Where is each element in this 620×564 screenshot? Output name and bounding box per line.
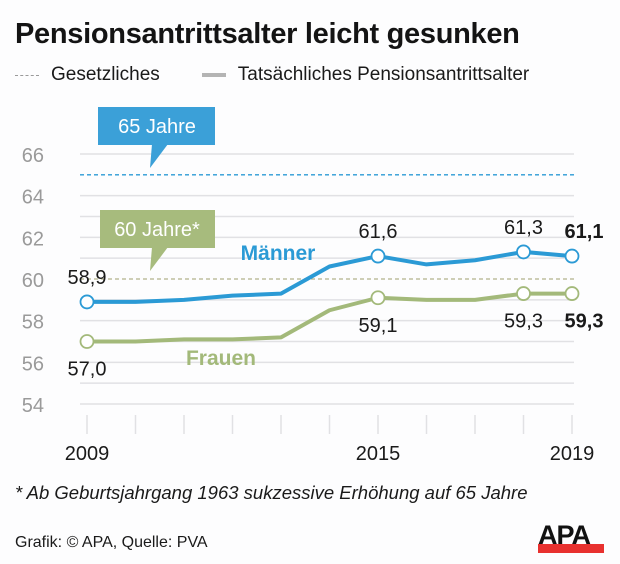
- apa-logo-bar: [538, 544, 604, 553]
- legend: Gesetzliches Tatsächliches Pensionsantri…: [15, 64, 529, 86]
- data-label: 61,3: [504, 217, 543, 239]
- y-tick-label: 64: [22, 187, 44, 209]
- data-label: 58,9: [68, 267, 107, 289]
- x-axis-ticks: 2009 2015 2019: [65, 415, 595, 465]
- x-tick-label: 2009: [65, 443, 110, 465]
- x-tick-label: 2019: [550, 443, 595, 465]
- y-tick-label: 54: [22, 395, 44, 417]
- legend-dashed-swatch: [15, 74, 39, 76]
- footnote: * Ab Geburtsjahrgang 1963 sukzessive Erh…: [15, 482, 528, 503]
- series-line-women: [85, 291, 574, 344]
- series-points: [79, 244, 580, 349]
- y-tick-label: 62: [22, 228, 44, 250]
- data-point: [370, 248, 386, 264]
- callout-60-jahre: 60 Jahre*: [100, 210, 215, 271]
- data-label: 59,3: [504, 311, 543, 333]
- series-label-women: Frauen: [186, 347, 256, 370]
- data-point: [79, 294, 95, 310]
- y-tick-label: 58: [22, 312, 44, 334]
- y-tick-label: 56: [22, 353, 44, 375]
- source-credit: Grafik: © APA, Quelle: PVA: [15, 534, 208, 551]
- data-point: [516, 286, 531, 301]
- reference-lines: [80, 174, 574, 280]
- data-label: 61,1: [565, 221, 604, 243]
- series-lines: [85, 249, 574, 344]
- callout-65-jahre: 65 Jahre: [98, 107, 215, 168]
- legend-statutory-label: Gesetzliches: [51, 64, 160, 85]
- y-tick-label: 66: [22, 145, 44, 167]
- data-labels: 58,9 61,6 61,3 61,1 57,0 59,1 59,3 59,3: [68, 217, 604, 381]
- apa-logo: APA: [538, 520, 604, 553]
- data-point: [516, 244, 531, 260]
- series-label-men: Männer: [241, 242, 316, 265]
- callouts: 65 Jahre 60 Jahre*: [98, 107, 215, 271]
- y-axis-ticks: 66 64 62 60 58 56 54: [22, 145, 44, 417]
- y-tick-label: 60: [22, 270, 44, 292]
- data-point: [370, 290, 386, 306]
- data-label: 59,1: [359, 315, 398, 337]
- data-point: [564, 248, 580, 264]
- legend-solid-swatch: [201, 73, 226, 77]
- legend-actual-label: Tatsächliches Pensionsantrittsalter: [237, 64, 530, 85]
- series-line-men: [85, 249, 574, 304]
- chart-title: Pensionsantrittsalter leicht gesunken: [15, 18, 520, 50]
- callout-60-text: 60 Jahre*: [114, 219, 200, 241]
- x-tick-label: 2015: [356, 443, 401, 465]
- data-label: 57,0: [68, 359, 107, 381]
- data-label: 61,6: [359, 221, 398, 243]
- callout-65-text: 65 Jahre: [118, 116, 196, 138]
- data-point: [79, 334, 95, 349]
- data-point: [564, 286, 580, 301]
- data-label: 59,3: [565, 311, 604, 333]
